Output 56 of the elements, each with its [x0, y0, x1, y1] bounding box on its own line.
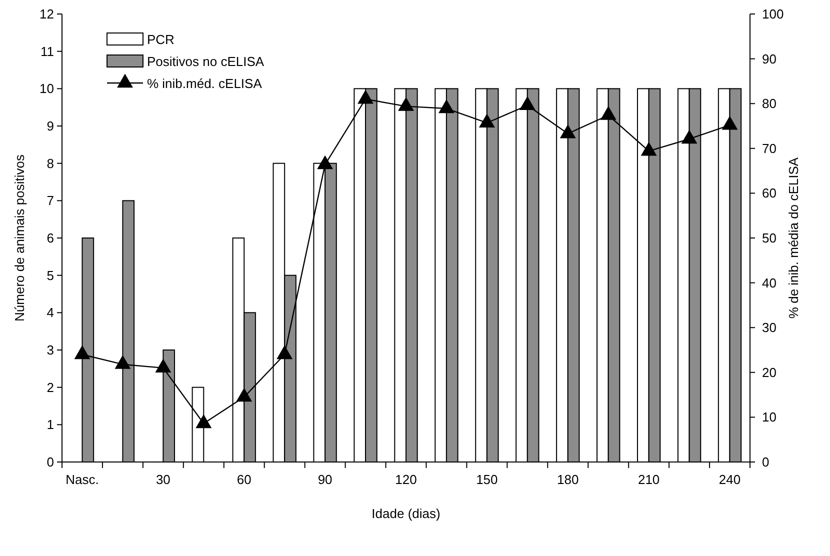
y2-tick-label: 0: [762, 454, 770, 470]
y2-axis-title: % de inib. média do cELISA: [786, 157, 801, 319]
point: [600, 106, 616, 120]
x-axis-title: Idade (dias): [372, 506, 440, 521]
point: [155, 358, 172, 373]
y-tick-label: 5: [46, 268, 54, 283]
y2-tick-label: 90: [762, 51, 776, 66]
x-tick-label: 180: [557, 472, 579, 487]
x-tick-label: 150: [476, 472, 498, 487]
point: [114, 355, 131, 369]
point: [358, 90, 374, 104]
point: [681, 130, 698, 144]
legend-label: PCR: [147, 32, 174, 47]
y-tick-label: 1: [46, 417, 54, 432]
y-tick-label: 9: [46, 118, 54, 134]
point: [640, 142, 657, 156]
y-tick-label: 7: [46, 193, 54, 208]
point: [398, 97, 414, 111]
point: [478, 114, 495, 128]
y2-tick-label: 100: [762, 6, 784, 22]
legend-label: Positivos no cELISA: [147, 54, 264, 69]
point: [317, 155, 334, 170]
point: [74, 345, 90, 360]
y2-tick-label: 60: [762, 186, 776, 201]
y-tick-label: 6: [46, 230, 54, 246]
legend-label: % inib.méd. cELISA: [147, 76, 262, 91]
point: [236, 388, 252, 402]
x-tick-label: 30: [156, 472, 170, 487]
y2-tick-label: 50: [762, 230, 776, 246]
point: [560, 124, 576, 138]
y-axis-title: Número de animais positivos: [12, 154, 27, 322]
y2-tick-label: 40: [762, 275, 776, 290]
x-tick-label: 240: [718, 472, 741, 487]
point: [276, 345, 293, 360]
point: [196, 414, 212, 428]
x-tick-label: 60: [236, 472, 252, 487]
y-tick-label: 2: [46, 380, 54, 395]
x-tick-label: 120: [395, 472, 417, 487]
y-tick-label: 8: [46, 156, 54, 171]
x-tick-label: Nasc.: [66, 472, 99, 487]
y2-tick-label: 10: [762, 410, 776, 425]
y2-tick-label: 30: [762, 320, 776, 336]
x-tick-label: 90: [318, 472, 332, 487]
y-tick-label: 3: [46, 342, 54, 358]
y-tick-label: 4: [46, 305, 54, 320]
y-tick-label: 0: [46, 454, 54, 470]
y-tick-label: 10: [40, 81, 54, 96]
y2-tick-label: 20: [762, 364, 776, 380]
point: [722, 116, 738, 130]
x-tick-label: 210: [638, 472, 660, 487]
y2-tick-label: 80: [762, 96, 776, 112]
y2-tick-label: 70: [762, 140, 776, 156]
point: [519, 96, 536, 110]
y-tick-label: 11: [40, 44, 54, 59]
y-tick-label: 12: [40, 6, 54, 22]
point: [438, 99, 454, 114]
